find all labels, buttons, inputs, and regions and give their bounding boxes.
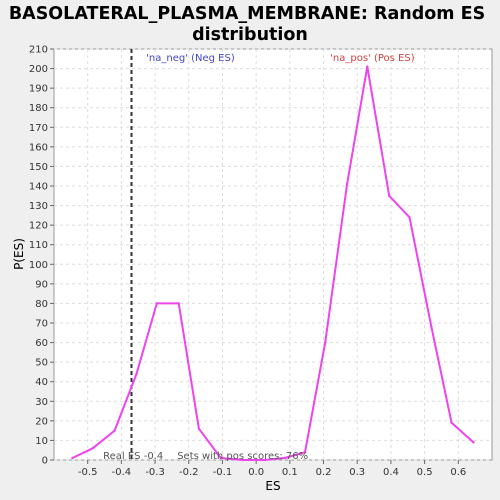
x-tick-label: 0.3 (349, 467, 365, 478)
series-point (219, 456, 222, 460)
series-point (303, 451, 307, 454)
y-tick-label: 180 (29, 103, 48, 114)
y-tick-label: 210 (29, 45, 48, 56)
y-tick-label: 20 (35, 416, 48, 427)
series-point (408, 216, 411, 219)
series-point (241, 458, 244, 462)
y-axis-label: P(ES) (12, 238, 26, 270)
series-point (71, 456, 74, 460)
series-point (197, 427, 201, 430)
y-tick-label: 160 (29, 142, 48, 153)
x-tick-label: 0.5 (417, 467, 433, 478)
series-point (472, 441, 475, 444)
y-tick-label: 60 (35, 338, 48, 349)
y-tick-label: 70 (35, 319, 48, 330)
y-tick-label: 0 (42, 456, 48, 467)
series-point (263, 458, 266, 462)
y-tick-label: 40 (35, 377, 48, 388)
x-tick-label: 0.0 (248, 467, 264, 478)
x-tick-label: 0.6 (450, 467, 466, 478)
series-point (135, 372, 138, 376)
y-axis-ticks: 0 10 20 30 40 50 60 70 80 90 100 110 120 130 140 150 160… (29, 45, 54, 467)
real-es-label: Real ES -0.4 (103, 451, 163, 462)
y-tick-label: 150 (29, 162, 48, 173)
y-tick-label: 30 (35, 397, 48, 408)
y-tick-label: 140 (29, 182, 48, 193)
x-tick-label: -0.5 (78, 467, 98, 478)
series-point (430, 325, 433, 329)
y-tick-label: 90 (35, 279, 48, 290)
series-point (450, 421, 453, 424)
series-point (345, 182, 349, 186)
series-point (177, 302, 180, 305)
x-tick-label: -0.3 (145, 467, 165, 478)
chart-title-line-2: distribution (192, 25, 308, 45)
y-tick-label: 170 (29, 123, 48, 134)
x-tick-label: -0.1 (213, 467, 233, 478)
series-point (113, 429, 116, 432)
series-point (324, 341, 327, 344)
x-axis-label: ES (265, 479, 280, 493)
pos-scores-label: Sets with pos scores: 76% (177, 451, 308, 462)
series-point (388, 194, 391, 197)
pos-es-label: 'na_pos' (Pos ES) (330, 53, 415, 64)
chart-title-line-1: BASOLATERAL_PLASMA_MEMBRANE: Random ES (9, 4, 485, 24)
series-point (283, 456, 286, 460)
y-tick-label: 130 (29, 201, 48, 212)
gridlines (54, 48, 492, 461)
series-points (71, 65, 475, 462)
series-point (91, 447, 94, 450)
y-tick-label: 10 (35, 436, 48, 447)
y-tick-label: 190 (29, 84, 48, 95)
neg-es-label: 'na_neg' (Neg ES) (146, 53, 235, 64)
y-tick-label: 200 (29, 64, 48, 75)
y-tick-label: 100 (29, 260, 48, 271)
x-tick-label: -0.4 (112, 467, 132, 478)
x-tick-label: 0.2 (316, 467, 332, 478)
y-tick-label: 110 (29, 240, 48, 251)
series-point (366, 65, 369, 68)
x-axis-ticks: -0.5 -0.4 -0.3 -0.2 -0.1 0.0 0.1 0.2 0.3 0.4 0.5 0.… (78, 460, 466, 478)
plot-area (53, 48, 493, 461)
y-tick-label: 80 (35, 299, 48, 310)
x-tick-label: -0.2 (179, 467, 199, 478)
x-tick-label: 0.4 (383, 467, 399, 478)
series-point (155, 302, 158, 305)
y-tick-label: 50 (35, 358, 48, 369)
series-line-es-density (72, 65, 475, 461)
y-tick-label: 120 (29, 221, 48, 232)
x-tick-label: 0.1 (282, 467, 298, 478)
